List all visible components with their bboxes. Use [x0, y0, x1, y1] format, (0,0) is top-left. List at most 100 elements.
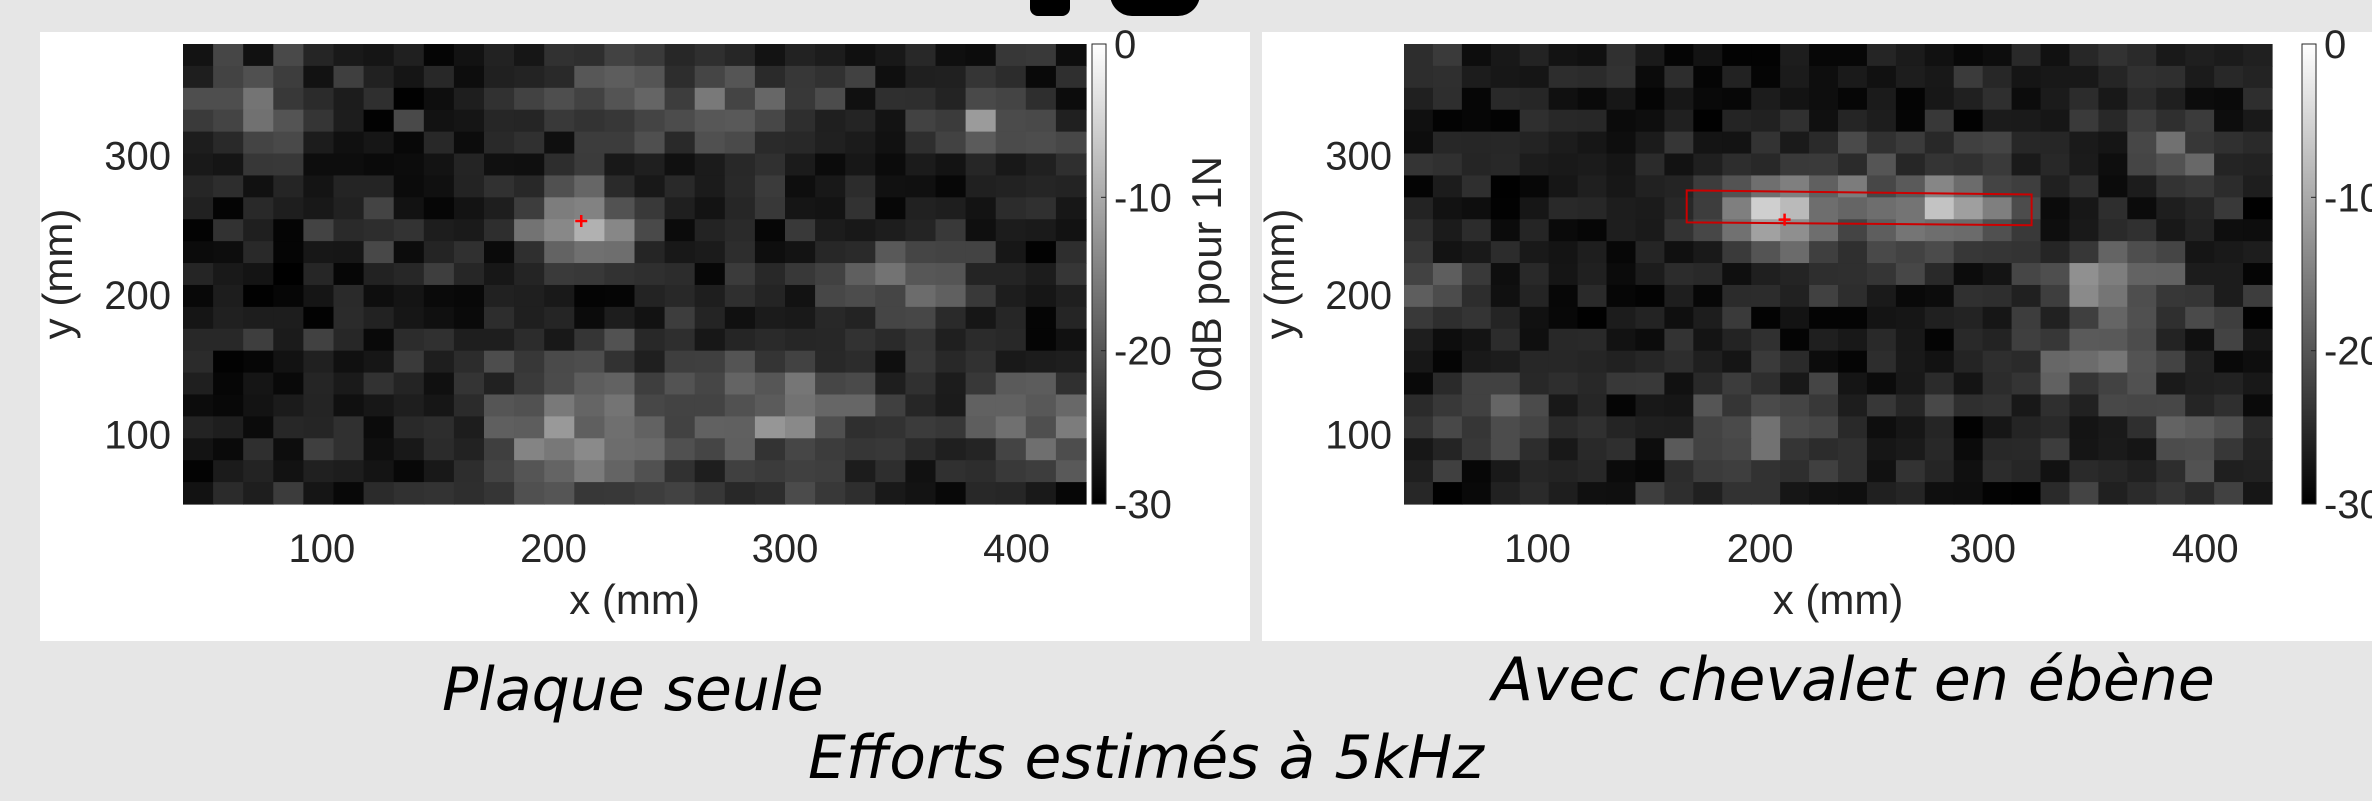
heatmap-cell [2127, 372, 2157, 396]
heatmap-cell [1924, 109, 1955, 133]
heatmap-cell [2011, 197, 2042, 220]
heatmap-cell [183, 153, 214, 177]
heatmap-cell [423, 219, 455, 242]
heatmap-cell [694, 65, 726, 89]
heatmap-cell [1577, 44, 1608, 67]
x-tick-label: 300 [752, 527, 819, 571]
heatmap-cell [303, 306, 335, 330]
heatmap-cell [2214, 284, 2244, 308]
heatmap-cell [333, 65, 365, 89]
heatmap-cell [995, 263, 1027, 286]
heatmap-cell [423, 306, 455, 330]
heatmap-cell [514, 372, 545, 396]
heatmap-cell [1895, 131, 1926, 155]
heatmap-cell [574, 350, 605, 374]
heatmap-cell [1404, 131, 1434, 155]
heatmap-cell [905, 241, 937, 264]
heatmap-cell [1866, 328, 1897, 352]
heatmap-cell [664, 284, 696, 308]
heatmap-cell [1548, 394, 1579, 417]
heatmap-cell [1519, 219, 1550, 242]
heatmap-cell [785, 219, 816, 242]
heatmap-cell [363, 131, 395, 155]
heatmap-cell [2156, 241, 2186, 264]
heatmap-cell [1982, 482, 2013, 505]
heatmap-cell [2011, 350, 2042, 374]
heatmap-cell [484, 109, 515, 133]
heatmap-cell [2098, 350, 2128, 374]
heatmap-cell [875, 219, 906, 242]
heatmap-cell [724, 131, 756, 155]
heatmap-cell [363, 197, 395, 220]
heatmap-cell [1664, 350, 1694, 374]
heatmap-cell [1055, 44, 1087, 67]
heatmap-cell [363, 175, 395, 198]
heatmap-cell [2011, 87, 2042, 111]
heatmap-cell [815, 109, 846, 133]
heatmap-cell [1461, 241, 1492, 264]
heatmap-cell [875, 263, 906, 286]
heatmap-cell [785, 460, 816, 483]
heatmap-cell [484, 284, 515, 308]
heatmap-cell [393, 482, 425, 505]
heatmap-cell [453, 44, 485, 67]
heatmap-cell [905, 109, 937, 133]
heatmap-cell [1404, 153, 1434, 177]
heatmap-cell [333, 394, 365, 417]
heatmap-cell [935, 241, 967, 264]
heatmap-cell [785, 284, 816, 308]
heatmap-cell [1866, 153, 1897, 177]
heatmap-cell [1780, 372, 1810, 396]
heatmap-cell [724, 416, 756, 439]
heatmap-cell [2156, 175, 2186, 198]
heatmap-cell [754, 44, 786, 67]
heatmap-cell [965, 65, 997, 89]
heatmap-cell [754, 284, 786, 308]
heatmap-cell [243, 131, 274, 155]
heatmap-cell [1490, 87, 1521, 111]
heatmap-cell [1751, 109, 1781, 133]
heatmap-cell [1055, 87, 1087, 111]
heatmap-cell [453, 241, 485, 264]
heatmap-cell [1635, 482, 1665, 505]
heatmap-cell [243, 306, 274, 330]
heatmap-cell [514, 284, 545, 308]
heatmap-cell [2185, 44, 2215, 67]
heatmap-cell [785, 175, 816, 198]
heatmap-cell [1432, 219, 1463, 242]
heatmap-cell [1722, 350, 1752, 374]
heatmap-cell [303, 219, 335, 242]
heatmap-cell [484, 153, 515, 177]
heatmap-cell [785, 87, 816, 111]
heatmap-cell [2185, 394, 2215, 417]
heatmap-cell [1838, 416, 1868, 439]
heatmap-cell [724, 306, 756, 330]
heatmap-cell [785, 306, 816, 330]
y-tick-label: 100 [1325, 413, 1392, 457]
heatmap-cell [1780, 65, 1810, 89]
heatmap-cell [845, 175, 876, 198]
heatmap-cell [1432, 372, 1463, 396]
heatmap-cell [604, 394, 636, 417]
heatmap-cell [1635, 153, 1665, 177]
heatmap-cell [1838, 284, 1868, 308]
heatmap-cell [484, 219, 515, 242]
heatmap-cell [423, 87, 455, 111]
heatmap-cell [694, 350, 726, 374]
heatmap-cell [965, 284, 997, 308]
heatmap-cell [815, 394, 846, 417]
heatmap-cell [845, 284, 876, 308]
heatmap-cell [453, 263, 485, 286]
heatmap-cell [1924, 219, 1955, 242]
heatmap-cell [1982, 284, 2013, 308]
heatmap-cell [815, 438, 846, 461]
heatmap-cell [2098, 175, 2128, 198]
heatmap-cell [423, 460, 455, 483]
heatmap-cell [1404, 350, 1434, 374]
heatmap-cell [875, 175, 906, 198]
heatmap-cell [484, 482, 515, 505]
heatmap-cell [1953, 65, 1984, 89]
heatmap-cell [1404, 44, 1434, 67]
heatmap-cell [423, 197, 455, 220]
heatmap-cell [1866, 197, 1897, 220]
